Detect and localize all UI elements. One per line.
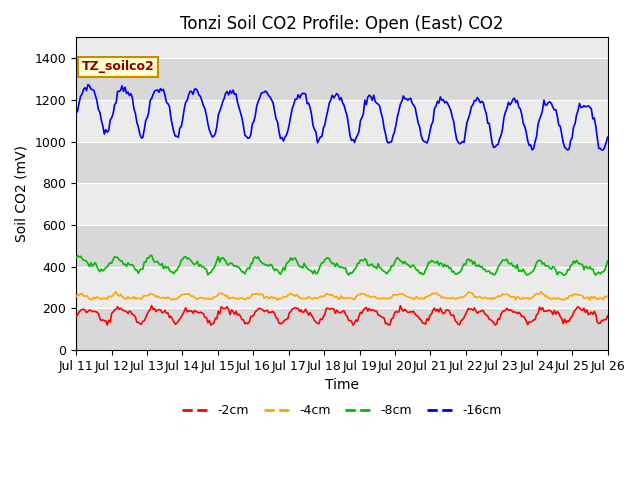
Title: Tonzi Soil CO2 Profile: Open (East) CO2: Tonzi Soil CO2 Profile: Open (East) CO2 (180, 15, 504, 33)
Legend: -2cm, -4cm, -8cm, -16cm: -2cm, -4cm, -8cm, -16cm (177, 399, 506, 422)
X-axis label: Time: Time (325, 378, 359, 392)
Y-axis label: Soil CO2 (mV): Soil CO2 (mV) (15, 145, 29, 242)
Bar (76, 142, 607, 183)
Bar (76, 225, 607, 267)
Bar (76, 308, 607, 350)
Text: TZ_soilco2: TZ_soilco2 (81, 60, 154, 73)
Bar (76, 58, 607, 100)
